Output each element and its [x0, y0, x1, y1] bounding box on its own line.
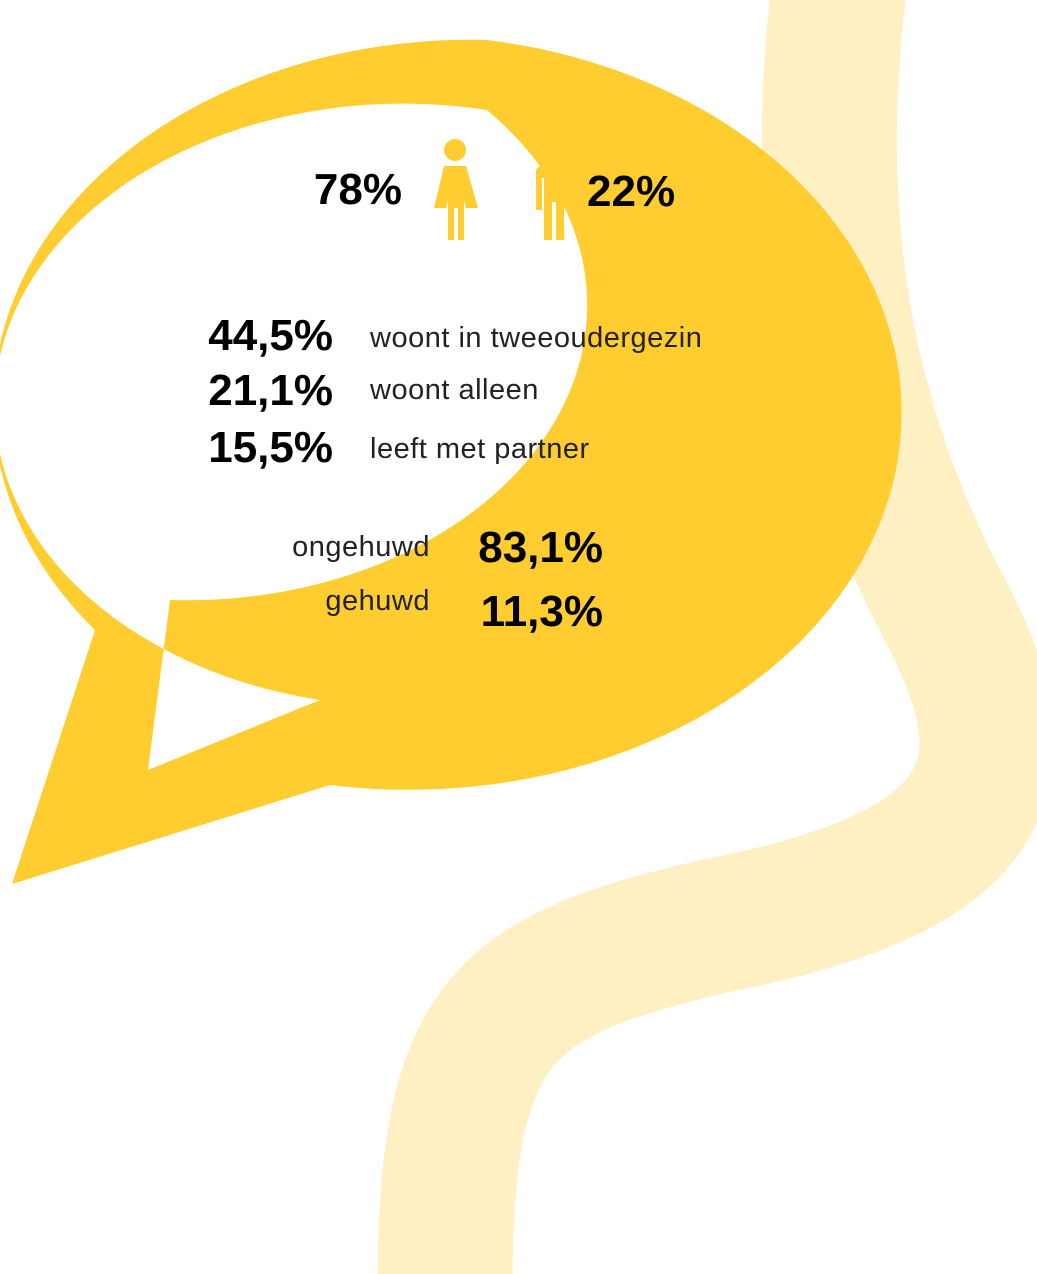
female-icon — [434, 139, 478, 240]
household-label: leeft met partner — [370, 433, 590, 465]
household-value: 44,5% — [208, 311, 333, 360]
household-value: 21,1% — [208, 366, 333, 415]
female-percentage: 78% — [314, 165, 402, 214]
household-value: 15,5% — [208, 423, 333, 472]
marital-value: 83,1% — [478, 523, 603, 572]
male-percentage: 22% — [587, 167, 675, 216]
household-label: woont alleen — [369, 374, 539, 406]
marital-label: gehuwd — [325, 585, 430, 617]
marital-value: 11,3% — [481, 587, 603, 636]
male-icon — [536, 139, 572, 240]
speech-bubble — [0, 39, 902, 884]
marital-label: ongehuwd — [292, 531, 430, 563]
household-label: woont in tweeoudergezin — [369, 322, 702, 354]
